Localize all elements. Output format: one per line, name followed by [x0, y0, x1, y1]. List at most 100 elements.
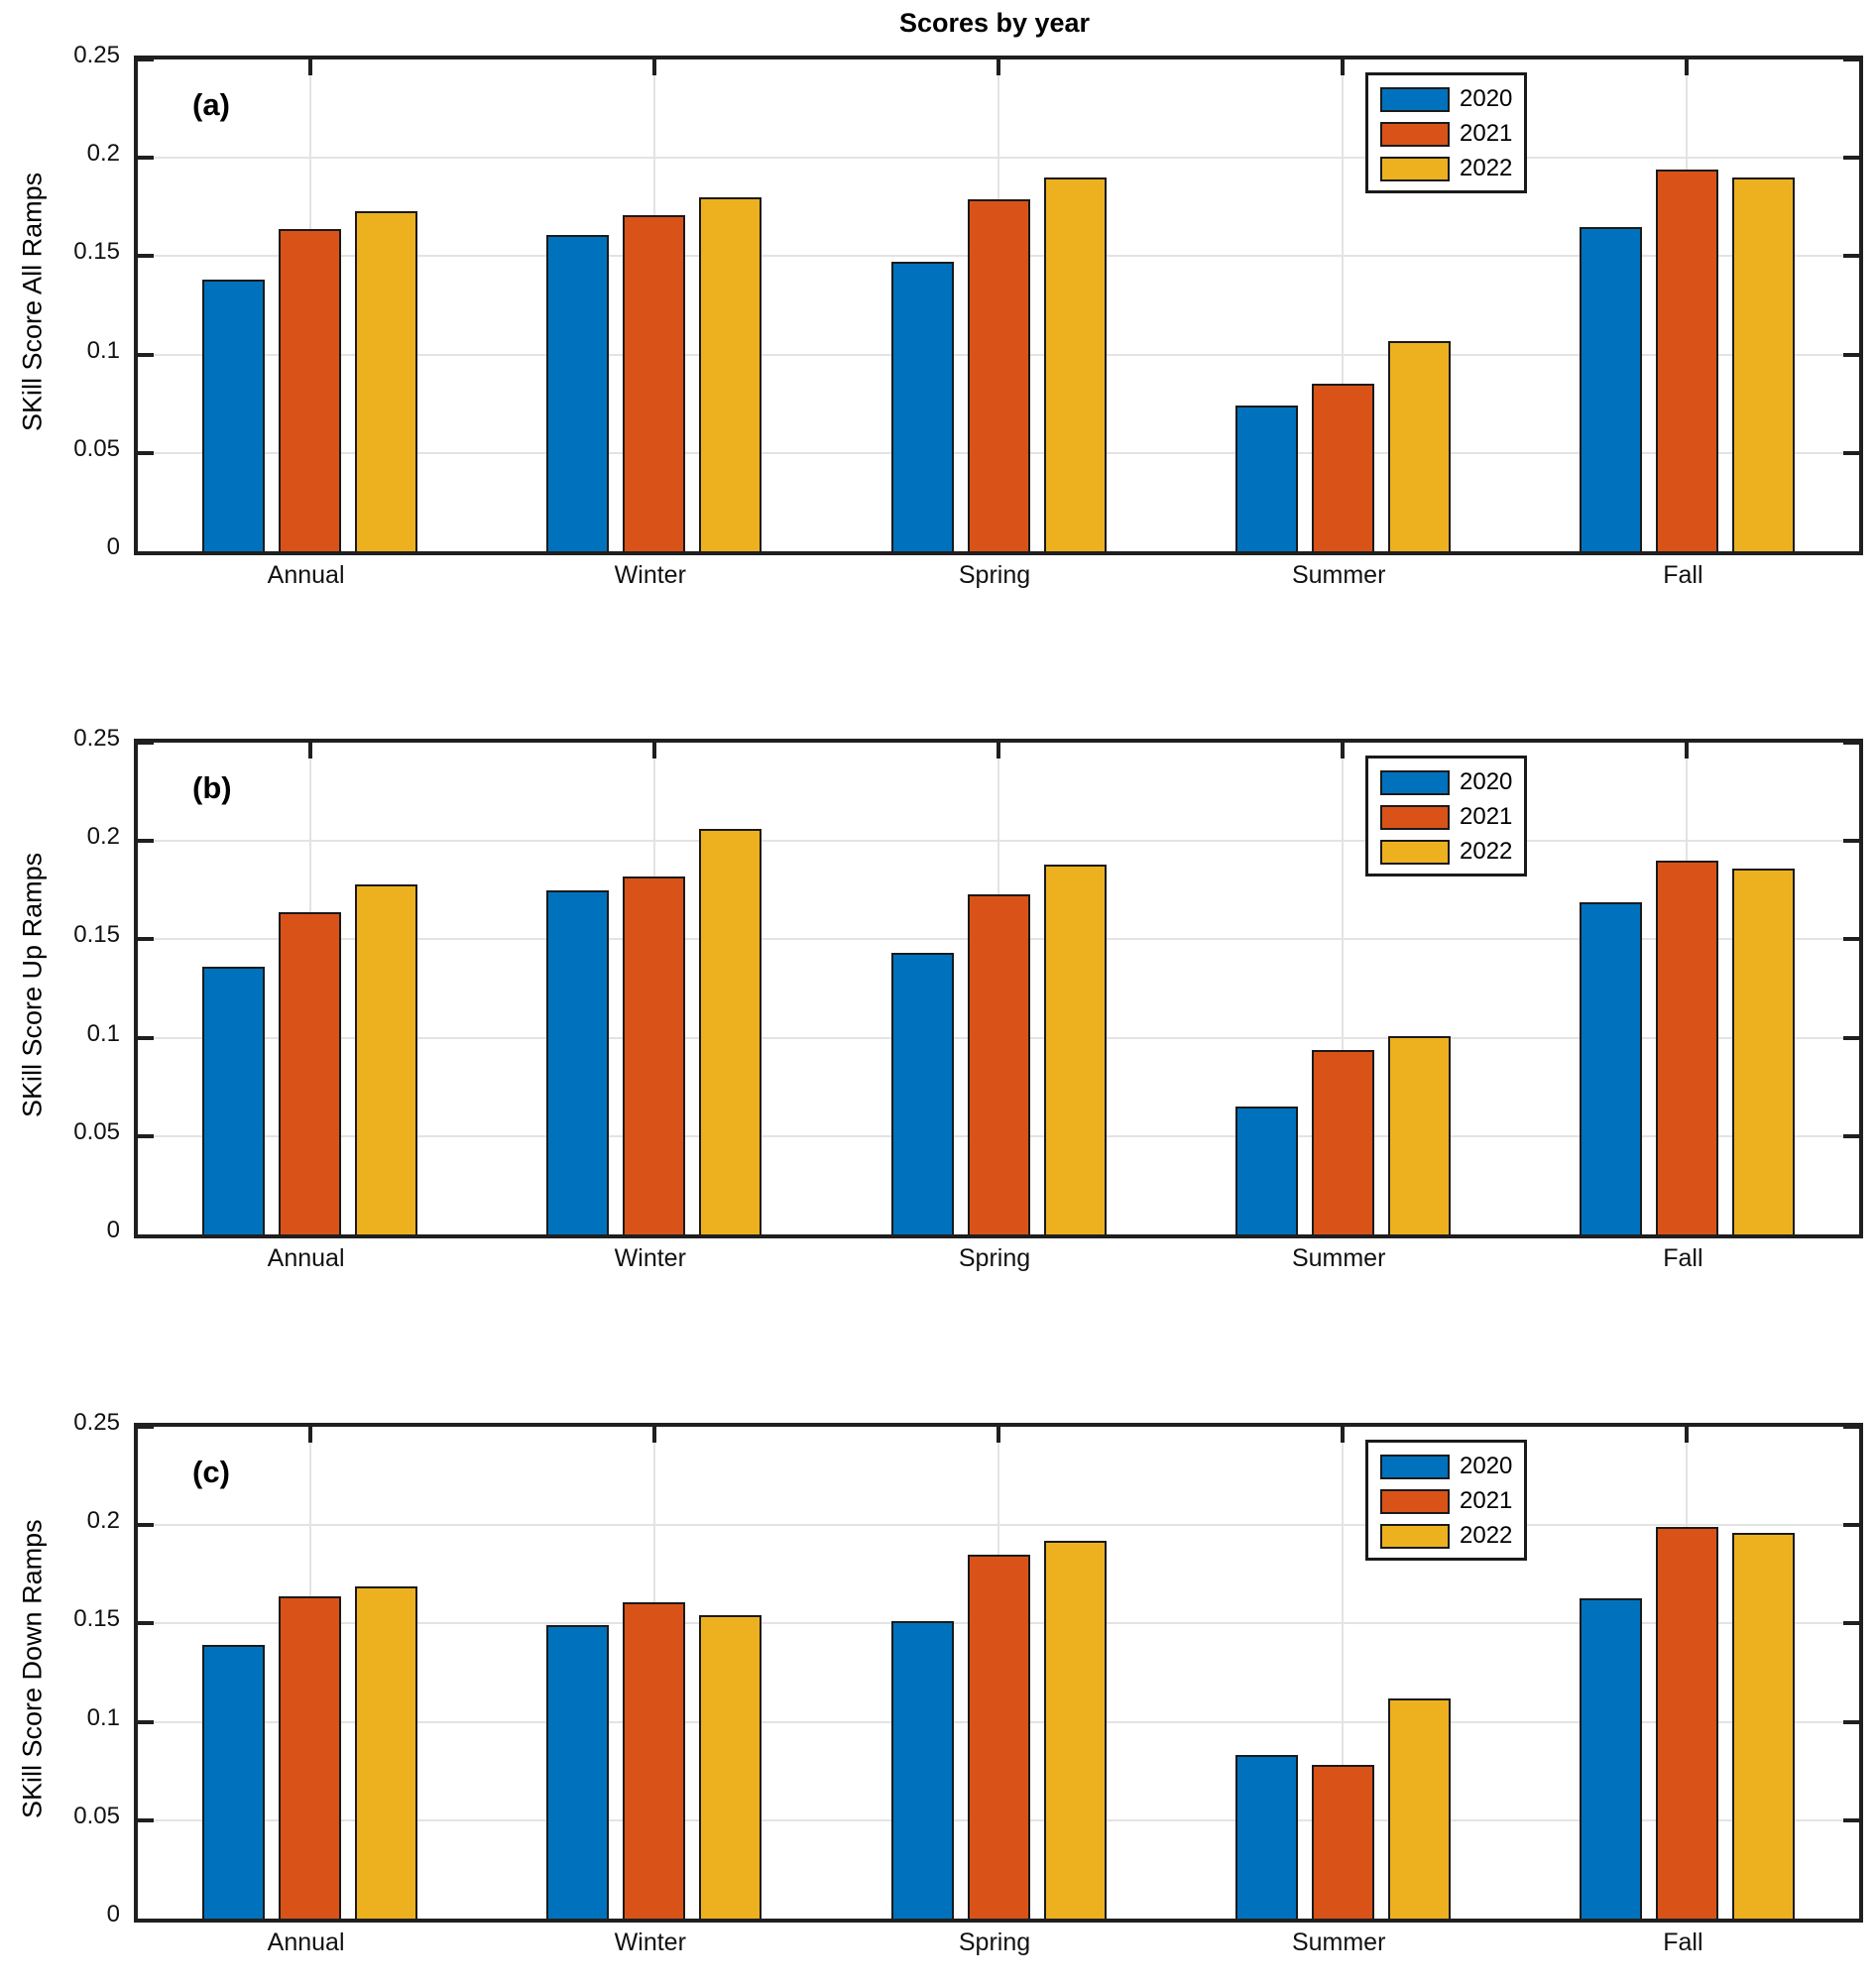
legend-swatch-icon — [1380, 804, 1450, 830]
legend-entry: 2020 — [1380, 1454, 1512, 1479]
y-tick-mark — [1843, 1035, 1859, 1040]
bar-2022-annual — [355, 883, 418, 1234]
x-tick-label: Winter — [614, 561, 686, 589]
legend-entry: 2020 — [1380, 86, 1512, 112]
x-tick-mark — [997, 59, 1000, 75]
bar-2020-fall — [1579, 901, 1642, 1234]
y-tick-mark — [138, 352, 154, 357]
y-tick-mark — [138, 937, 154, 942]
x-tick-mark — [651, 743, 656, 759]
legend-swatch-icon — [1380, 121, 1450, 147]
legend-swatch-icon — [1380, 86, 1450, 112]
y-tick-mark — [138, 741, 154, 745]
y-tick-label: 0.25 — [73, 42, 120, 68]
x-tick-label: Winter — [614, 1928, 686, 1956]
bar-2021-spring — [967, 198, 1030, 551]
legend-label: 2020 — [1460, 85, 1513, 112]
x-tick-label: Annual — [267, 1928, 345, 1956]
legend-swatch-icon — [1380, 769, 1450, 795]
y-tick-mark — [1843, 58, 1859, 61]
x-tick-label: Summer — [1291, 561, 1386, 589]
bar-2020-spring — [890, 953, 954, 1234]
y-tick-mark — [1843, 741, 1859, 745]
bar-2021-winter — [623, 876, 686, 1234]
y-tick-label: 0 — [106, 1217, 120, 1243]
legend: 2020 2021 2022 — [1365, 72, 1528, 193]
x-tick-mark — [1685, 59, 1690, 75]
y-tick-mark — [1843, 1523, 1859, 1528]
y-tick-mark — [1843, 1817, 1859, 1822]
bar-2020-spring — [890, 1621, 954, 1919]
y-tick-mark — [138, 58, 154, 61]
y-tick-label: 0.1 — [86, 1703, 120, 1731]
x-tick-mark — [1341, 743, 1346, 759]
bar-2020-summer — [1234, 406, 1298, 551]
legend-label: 2022 — [1460, 838, 1513, 865]
y-tick-label: 0.15 — [73, 238, 120, 266]
plot-area-c: (c) 2020 2021 2022 — [134, 1423, 1863, 1923]
bar-2020-winter — [546, 1625, 610, 1919]
legend-entry: 2021 — [1380, 1488, 1512, 1514]
y-tick-label: 0.15 — [73, 1605, 120, 1633]
y-tick-mark — [1843, 839, 1859, 844]
y-tick-label: 0 — [106, 1901, 120, 1927]
bar-2021-summer — [1311, 384, 1374, 551]
bar-2021-fall — [1655, 170, 1718, 551]
x-tick-mark — [307, 1427, 312, 1443]
bar-2020-winter — [546, 889, 610, 1234]
legend-label: 2020 — [1460, 1453, 1513, 1479]
gridline-vertical — [1342, 1427, 1345, 1919]
bar-2021-summer — [1311, 1049, 1374, 1234]
y-tick-mark — [1843, 1425, 1859, 1429]
y-axis-label-b: SKill Score Up Ramps — [17, 852, 48, 1117]
legend-label: 2020 — [1460, 768, 1513, 795]
bar-2020-annual — [202, 280, 266, 551]
y-tick-label: 0.2 — [86, 823, 120, 851]
bar-2021-annual — [279, 1595, 342, 1919]
bar-2020-summer — [1234, 1107, 1298, 1234]
y-tick-label: 0.05 — [73, 1802, 120, 1829]
legend-entry: 2022 — [1380, 1523, 1512, 1549]
bar-2021-winter — [623, 1601, 686, 1919]
bar-2021-fall — [1655, 861, 1718, 1234]
bar-2021-annual — [279, 228, 342, 551]
y-tick-mark — [1843, 254, 1859, 259]
y-tick-label: 0 — [106, 533, 120, 560]
bar-2022-winter — [699, 1615, 762, 1919]
x-tick-mark — [307, 743, 312, 759]
bar-2021-spring — [967, 893, 1030, 1234]
bar-2020-winter — [546, 234, 610, 551]
x-tick-mark — [997, 743, 1000, 759]
legend-entry: 2021 — [1380, 804, 1512, 830]
y-axis-label-c: SKill Score Down Ramps — [17, 1519, 48, 1818]
y-tick-mark — [138, 1719, 154, 1724]
y-tick-label: 0.15 — [73, 921, 120, 949]
legend-swatch-icon — [1380, 839, 1450, 865]
panel-letter-c: (c) — [192, 1455, 230, 1489]
x-tick-label: Summer — [1291, 1244, 1386, 1272]
bar-2020-summer — [1234, 1755, 1298, 1919]
y-tick-mark — [138, 254, 154, 259]
x-tick-label: Spring — [958, 1244, 1031, 1272]
legend-entry: 2020 — [1380, 769, 1512, 795]
y-tick-mark — [138, 1817, 154, 1822]
bar-2021-winter — [623, 214, 686, 551]
x-tick-mark — [651, 1427, 656, 1443]
y-tick-mark — [138, 156, 154, 161]
x-tick-label: Annual — [267, 561, 345, 589]
y-tick-mark — [138, 1523, 154, 1528]
x-tick-mark — [1685, 1427, 1690, 1443]
x-tick-label: Fall — [1663, 1244, 1703, 1272]
y-tick-mark — [1843, 937, 1859, 942]
y-tick-mark — [138, 1425, 154, 1429]
bar-2020-fall — [1579, 1597, 1642, 1919]
y-tick-mark — [1843, 156, 1859, 161]
y-tick-mark — [138, 839, 154, 844]
panel-letter-b: (b) — [192, 770, 232, 805]
y-tick-mark — [138, 1133, 154, 1138]
bar-2022-summer — [1387, 1697, 1451, 1919]
y-tick-label: 0.1 — [86, 336, 120, 364]
bar-2022-fall — [1731, 177, 1795, 551]
legend-label: 2021 — [1460, 120, 1513, 147]
legend-entry: 2021 — [1380, 121, 1512, 147]
